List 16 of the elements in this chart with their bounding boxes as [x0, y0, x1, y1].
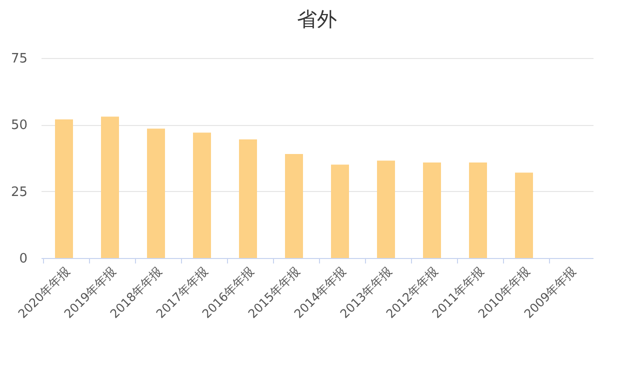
bar [423, 162, 441, 258]
bar [101, 116, 119, 258]
y-tick-label: 0 [19, 252, 28, 266]
chart-title: 省外 [297, 7, 337, 31]
bar [469, 162, 487, 258]
bar [377, 160, 395, 258]
bar [515, 172, 533, 258]
y-tick-label: 50 [10, 118, 28, 134]
y-tick-label: 25 [10, 184, 28, 200]
bar [147, 128, 165, 258]
bar [239, 139, 257, 258]
y-tick-label: 75 [10, 52, 28, 66]
bar [193, 132, 211, 258]
bar [285, 154, 303, 258]
bar [331, 164, 349, 258]
bar [55, 119, 73, 258]
